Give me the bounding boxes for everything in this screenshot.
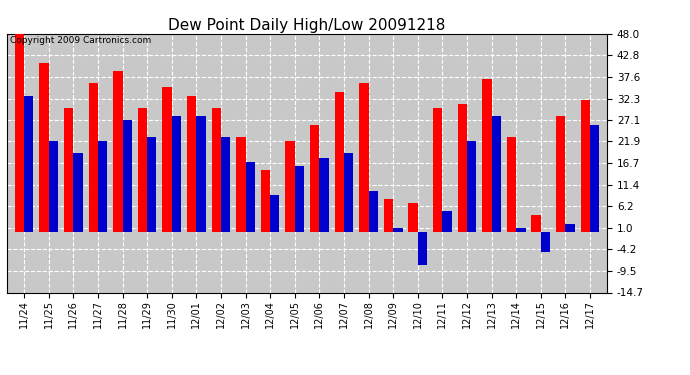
Bar: [236, 137, 246, 232]
Bar: [162, 87, 172, 232]
Bar: [270, 195, 279, 232]
Bar: [541, 232, 550, 252]
Bar: [212, 108, 221, 232]
Bar: [482, 79, 491, 232]
Bar: [344, 153, 353, 232]
Bar: [507, 137, 516, 232]
Bar: [359, 83, 368, 232]
Bar: [531, 215, 541, 232]
Bar: [113, 71, 123, 232]
Bar: [384, 199, 393, 232]
Bar: [368, 190, 378, 232]
Bar: [187, 96, 197, 232]
Bar: [393, 228, 402, 232]
Bar: [417, 232, 427, 265]
Bar: [98, 141, 107, 232]
Bar: [88, 83, 98, 232]
Bar: [457, 104, 467, 232]
Bar: [310, 124, 319, 232]
Bar: [147, 137, 157, 232]
Bar: [49, 141, 58, 232]
Bar: [246, 162, 255, 232]
Bar: [123, 120, 132, 232]
Bar: [408, 203, 417, 232]
Bar: [73, 153, 83, 232]
Bar: [286, 141, 295, 232]
Bar: [295, 166, 304, 232]
Bar: [64, 108, 73, 232]
Bar: [261, 170, 270, 232]
Bar: [39, 63, 49, 232]
Bar: [221, 137, 230, 232]
Bar: [491, 116, 501, 232]
Bar: [24, 96, 34, 232]
Bar: [335, 92, 344, 232]
Bar: [138, 108, 147, 232]
Bar: [172, 116, 181, 232]
Bar: [433, 108, 442, 232]
Title: Dew Point Daily High/Low 20091218: Dew Point Daily High/Low 20091218: [168, 18, 446, 33]
Bar: [565, 224, 575, 232]
Bar: [319, 158, 328, 232]
Bar: [442, 211, 452, 232]
Bar: [467, 141, 476, 232]
Bar: [197, 116, 206, 232]
Bar: [556, 116, 565, 232]
Bar: [580, 100, 590, 232]
Bar: [516, 228, 526, 232]
Bar: [590, 124, 600, 232]
Text: Copyright 2009 Cartronics.com: Copyright 2009 Cartronics.com: [10, 36, 151, 45]
Bar: [14, 34, 24, 232]
